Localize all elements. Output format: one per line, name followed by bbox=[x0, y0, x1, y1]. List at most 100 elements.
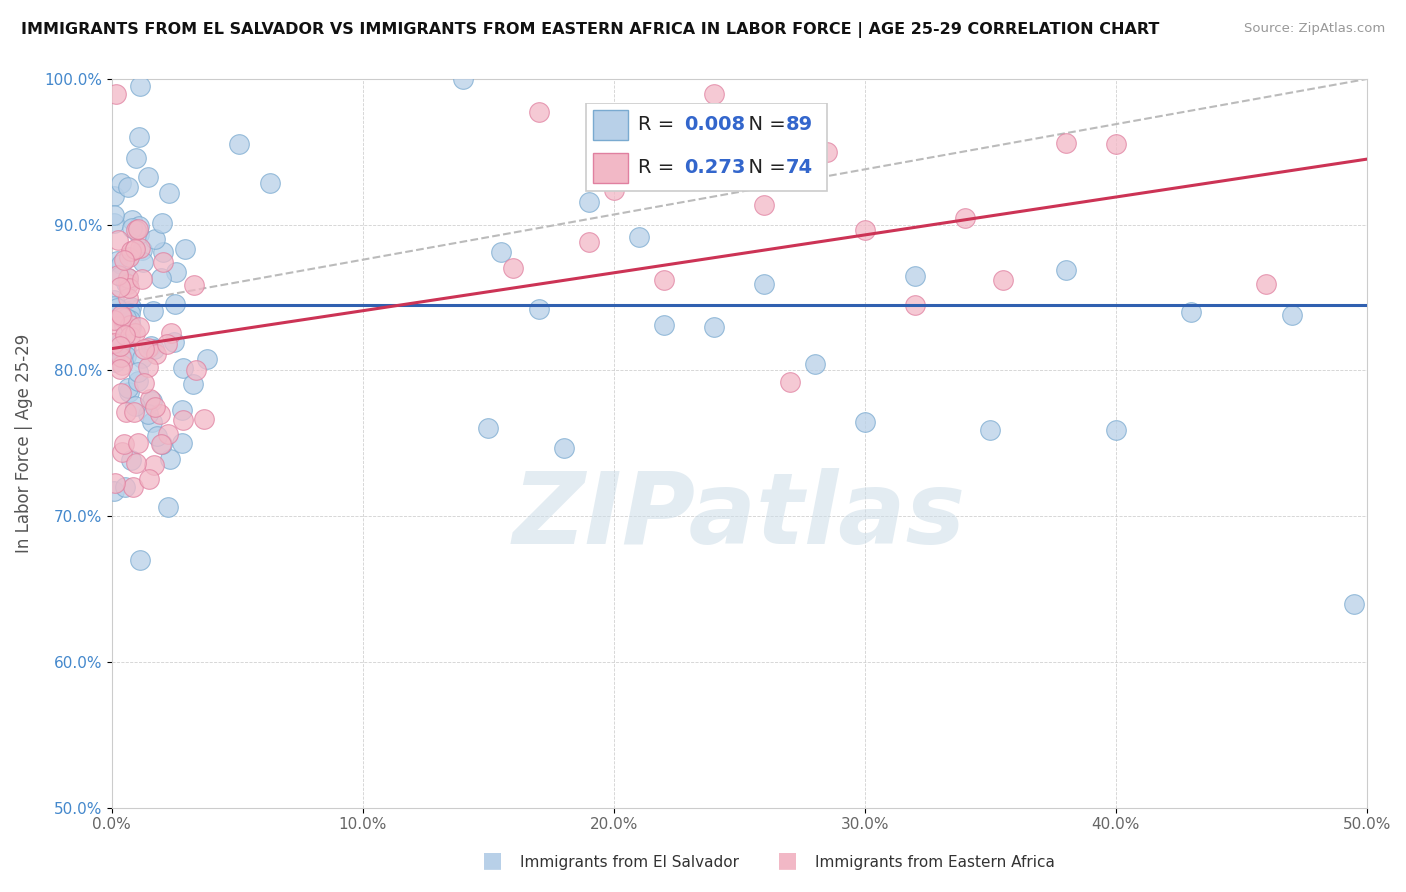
Point bbox=[703, 320, 725, 334]
Point bbox=[143, 401, 166, 415]
Point bbox=[120, 244, 142, 258]
Point bbox=[118, 250, 141, 264]
Point bbox=[105, 254, 128, 268]
Point bbox=[141, 415, 163, 429]
Point bbox=[779, 375, 801, 389]
Point bbox=[627, 229, 650, 244]
Point bbox=[150, 437, 173, 451]
FancyBboxPatch shape bbox=[593, 153, 627, 183]
Point bbox=[259, 176, 281, 190]
Point bbox=[143, 458, 166, 473]
Point bbox=[183, 377, 205, 392]
Point bbox=[110, 338, 132, 352]
Point bbox=[117, 271, 139, 285]
Point bbox=[111, 310, 134, 325]
Point bbox=[159, 326, 181, 341]
Point bbox=[170, 436, 193, 450]
Point bbox=[156, 500, 179, 514]
Point bbox=[117, 180, 139, 194]
Point bbox=[149, 407, 172, 421]
Point bbox=[138, 471, 160, 485]
Point bbox=[114, 328, 136, 343]
Point bbox=[103, 216, 125, 230]
Point bbox=[128, 219, 150, 233]
Point bbox=[955, 211, 977, 225]
Point bbox=[108, 280, 131, 294]
Point bbox=[129, 241, 152, 255]
Point bbox=[1343, 597, 1365, 611]
Point bbox=[128, 319, 150, 334]
Point bbox=[124, 457, 146, 471]
Point bbox=[183, 278, 205, 293]
Point bbox=[527, 104, 550, 119]
Point bbox=[156, 337, 179, 351]
Point bbox=[142, 342, 165, 356]
Text: ZIPatlas: ZIPatlas bbox=[513, 467, 966, 565]
FancyBboxPatch shape bbox=[586, 103, 827, 191]
Point bbox=[103, 189, 125, 203]
Point bbox=[110, 176, 132, 190]
Point bbox=[103, 299, 125, 313]
Point bbox=[159, 452, 181, 467]
Point bbox=[120, 319, 142, 334]
Point bbox=[128, 553, 150, 567]
Point bbox=[104, 87, 127, 101]
Point bbox=[115, 343, 138, 358]
Point bbox=[114, 276, 136, 290]
Point bbox=[553, 441, 575, 455]
Point bbox=[150, 437, 173, 451]
Text: ■: ■ bbox=[482, 850, 502, 870]
Point bbox=[121, 220, 143, 235]
Point bbox=[815, 145, 838, 159]
Point bbox=[1054, 262, 1077, 277]
Point bbox=[603, 183, 626, 197]
Point bbox=[104, 355, 127, 369]
Point bbox=[853, 223, 876, 237]
Point bbox=[489, 245, 512, 260]
Point bbox=[131, 271, 153, 285]
Text: 89: 89 bbox=[785, 115, 813, 135]
Point bbox=[163, 335, 186, 350]
Point bbox=[145, 346, 167, 360]
Point bbox=[118, 281, 141, 295]
Point bbox=[110, 257, 132, 271]
Point bbox=[146, 429, 169, 443]
Point bbox=[703, 87, 725, 101]
Point bbox=[853, 415, 876, 429]
Point bbox=[110, 350, 132, 364]
Point bbox=[195, 351, 218, 366]
Point bbox=[152, 255, 174, 269]
FancyBboxPatch shape bbox=[593, 110, 627, 140]
Text: R =: R = bbox=[638, 115, 681, 135]
Point bbox=[991, 273, 1014, 287]
Point bbox=[904, 268, 927, 283]
Point bbox=[110, 385, 132, 400]
Point bbox=[103, 335, 125, 350]
Point bbox=[124, 243, 146, 257]
Point bbox=[131, 351, 153, 365]
Point bbox=[103, 483, 125, 498]
Text: Source: ZipAtlas.com: Source: ZipAtlas.com bbox=[1244, 22, 1385, 36]
Text: IMMIGRANTS FROM EL SALVADOR VS IMMIGRANTS FROM EASTERN AFRICA IN LABOR FORCE | A: IMMIGRANTS FROM EL SALVADOR VS IMMIGRANT… bbox=[21, 22, 1160, 38]
Point bbox=[451, 72, 474, 87]
Point bbox=[150, 217, 173, 231]
Point bbox=[112, 437, 135, 451]
Point bbox=[114, 480, 136, 494]
Point bbox=[121, 480, 143, 494]
Point bbox=[578, 195, 600, 210]
Point bbox=[1105, 423, 1128, 437]
Point bbox=[134, 342, 156, 356]
Point bbox=[103, 312, 125, 326]
Point bbox=[477, 421, 499, 435]
Point bbox=[118, 318, 141, 332]
Point bbox=[136, 408, 159, 422]
Point bbox=[754, 198, 776, 212]
Point bbox=[141, 394, 163, 409]
Point bbox=[122, 405, 145, 419]
Point bbox=[107, 233, 129, 247]
Point bbox=[139, 339, 162, 353]
Point bbox=[117, 292, 139, 306]
Point bbox=[107, 319, 129, 334]
Point bbox=[578, 235, 600, 250]
Point bbox=[652, 318, 675, 333]
